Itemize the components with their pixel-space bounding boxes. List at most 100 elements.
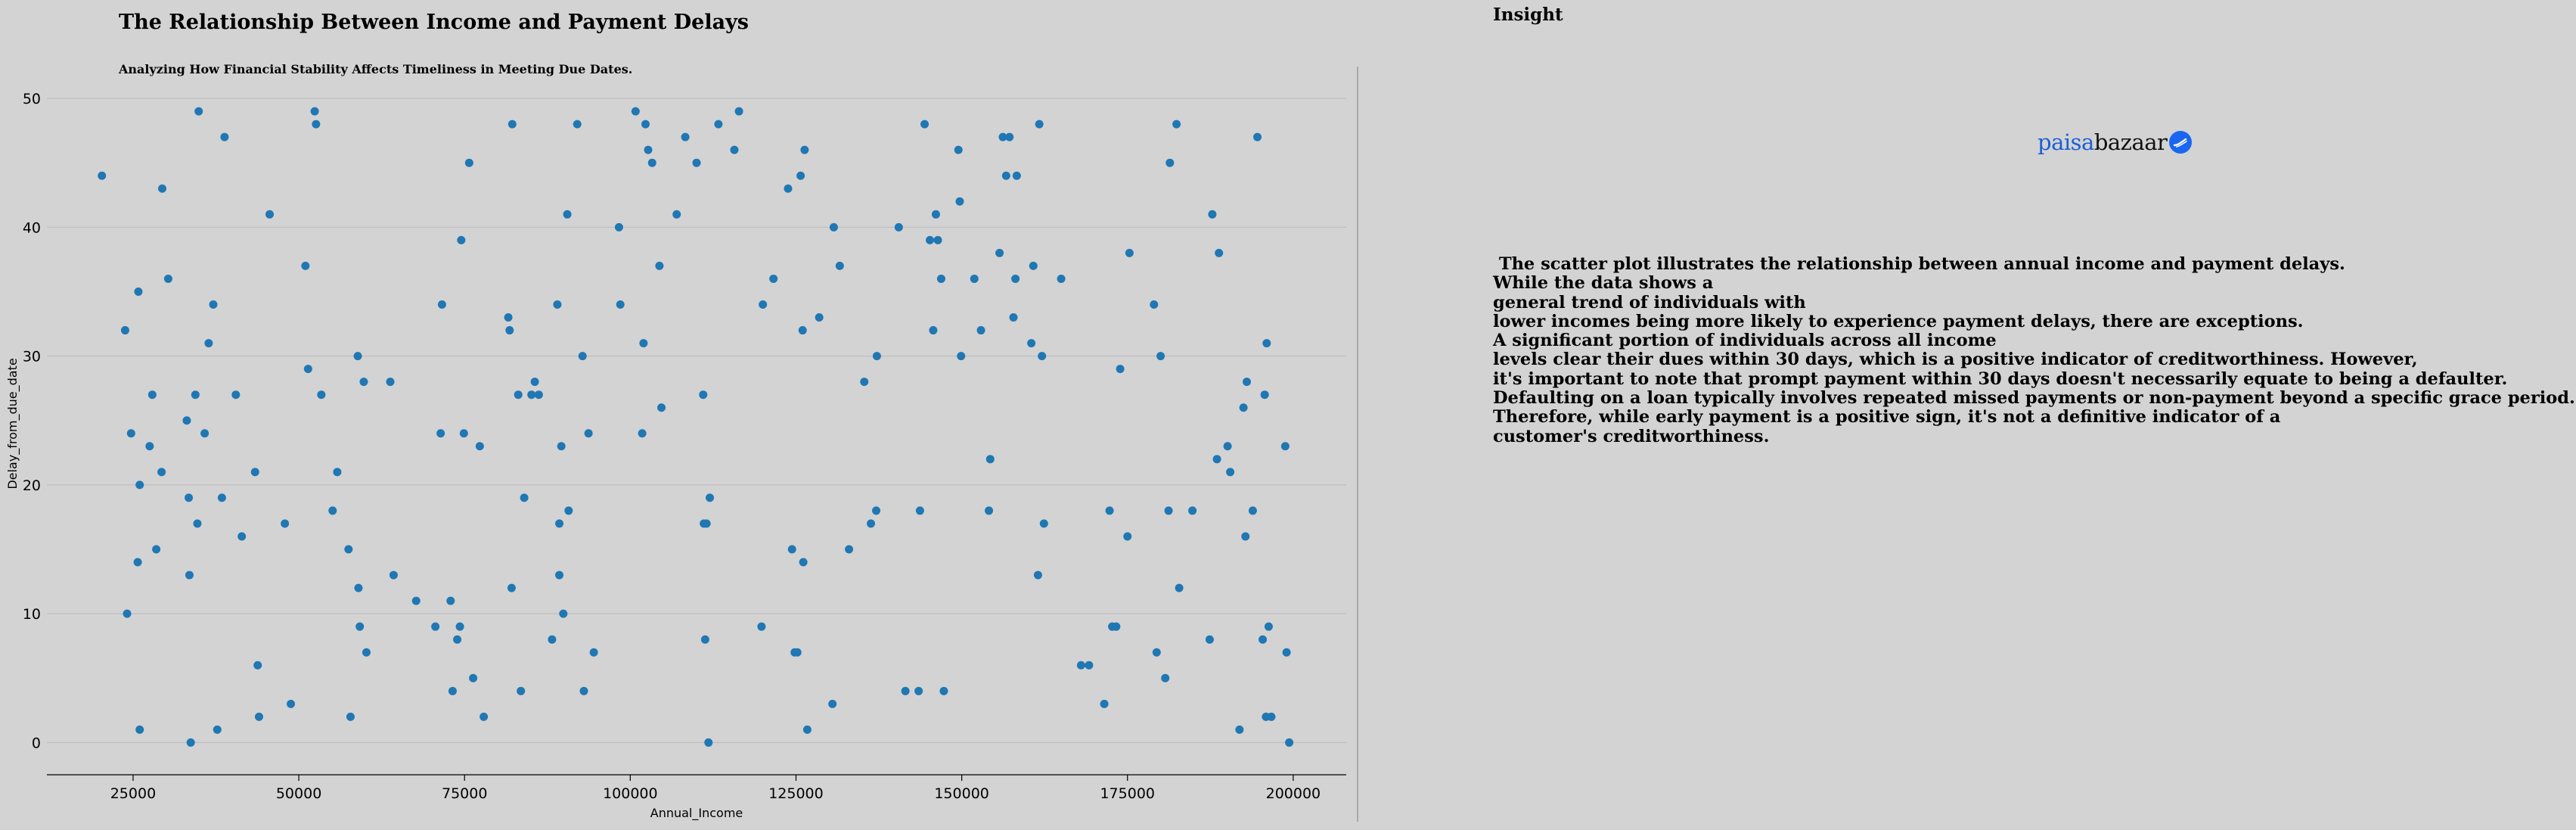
data-point — [1116, 365, 1125, 374]
data-point — [120, 326, 129, 335]
data-point — [1038, 352, 1047, 361]
y-tick-label: 0 — [32, 735, 41, 751]
data-point — [757, 622, 766, 631]
data-point — [931, 210, 940, 219]
data-point — [359, 378, 368, 387]
insight-line: customer's creditworthiness. — [1493, 426, 1770, 446]
data-point — [457, 235, 466, 244]
data-point — [220, 132, 229, 141]
data-point — [647, 158, 656, 167]
data-point — [985, 455, 995, 464]
data-point — [507, 583, 516, 592]
data-point — [954, 145, 963, 154]
data-point — [589, 648, 598, 657]
data-point — [1226, 468, 1235, 477]
data-point — [453, 635, 462, 644]
data-point — [955, 197, 964, 206]
data-point — [730, 145, 739, 154]
data-point — [1112, 622, 1121, 631]
paisabazaar-logo: paisa bazaar — [2038, 127, 2193, 157]
data-point — [1125, 248, 1134, 257]
insight-line: Defaulting on a loan typically involves … — [1493, 388, 2575, 409]
data-point — [98, 171, 107, 180]
data-point — [303, 365, 312, 374]
data-point — [1241, 532, 1250, 541]
data-point — [784, 184, 793, 193]
data-point — [998, 132, 1007, 141]
data-point — [182, 416, 191, 425]
data-point — [1156, 352, 1165, 361]
data-point — [699, 390, 708, 399]
data-point — [389, 570, 398, 580]
data-point — [464, 158, 473, 167]
x-tick-label: 75000 — [442, 785, 487, 802]
data-point — [1012, 171, 1021, 180]
data-point — [480, 712, 489, 721]
data-point — [914, 686, 923, 695]
data-point — [1076, 661, 1085, 670]
data-point — [796, 171, 805, 180]
data-point — [616, 300, 625, 309]
chart-subtitle: Analyzing How Financial Stability Affect… — [119, 62, 633, 76]
x-tick-label: 50000 — [276, 785, 321, 802]
data-point — [1152, 648, 1161, 657]
data-point — [769, 274, 778, 283]
data-point — [872, 352, 881, 361]
data-point — [353, 352, 362, 361]
data-point — [1057, 274, 1066, 283]
data-point — [1208, 210, 1217, 219]
data-point — [517, 686, 526, 695]
data-point — [936, 274, 945, 283]
data-point — [1035, 120, 1044, 129]
data-point — [639, 339, 648, 348]
data-point — [386, 378, 395, 387]
data-point — [475, 442, 484, 451]
y-tick-label: 10 — [23, 606, 41, 623]
data-point — [265, 210, 275, 219]
x-tick-label: 200000 — [1266, 785, 1321, 802]
data-point — [1282, 648, 1291, 657]
data-point — [829, 222, 838, 232]
data-point — [158, 184, 167, 193]
data-point — [123, 609, 132, 618]
insight-line: Therefore, while early payment is a posi… — [1493, 407, 2281, 427]
data-point — [1280, 442, 1290, 451]
data-point — [436, 429, 445, 438]
data-point — [555, 519, 564, 528]
data-point — [1027, 339, 1036, 348]
data-point — [520, 493, 529, 502]
data-point — [534, 390, 543, 399]
data-point — [702, 519, 711, 528]
data-point — [557, 442, 566, 451]
data-point — [344, 545, 353, 554]
data-point — [578, 352, 587, 361]
insight-line: general trend of individuals with — [1493, 292, 1806, 312]
data-point — [200, 429, 209, 438]
data-point — [929, 326, 938, 335]
data-point — [185, 570, 194, 580]
data-point — [845, 545, 854, 554]
data-point — [527, 390, 536, 399]
insight-line: While the data shows a — [1493, 273, 1714, 294]
data-point — [976, 326, 985, 335]
data-point — [706, 493, 715, 502]
data-point — [354, 583, 363, 592]
data-point — [970, 274, 979, 283]
data-point — [1085, 661, 1094, 670]
x-tick-label: 25000 — [110, 785, 156, 802]
data-point — [1248, 506, 1257, 515]
data-point — [798, 326, 807, 335]
data-point — [1205, 635, 1214, 644]
data-point — [1260, 390, 1269, 399]
data-point — [799, 558, 808, 567]
data-point — [253, 661, 262, 670]
data-point — [638, 429, 647, 438]
data-point — [328, 506, 337, 515]
data-point — [333, 468, 342, 477]
data-point — [672, 210, 681, 219]
data-point — [312, 120, 321, 129]
data-point — [185, 493, 194, 502]
data-point — [231, 390, 241, 399]
data-point — [564, 506, 573, 515]
data-point — [555, 570, 564, 580]
